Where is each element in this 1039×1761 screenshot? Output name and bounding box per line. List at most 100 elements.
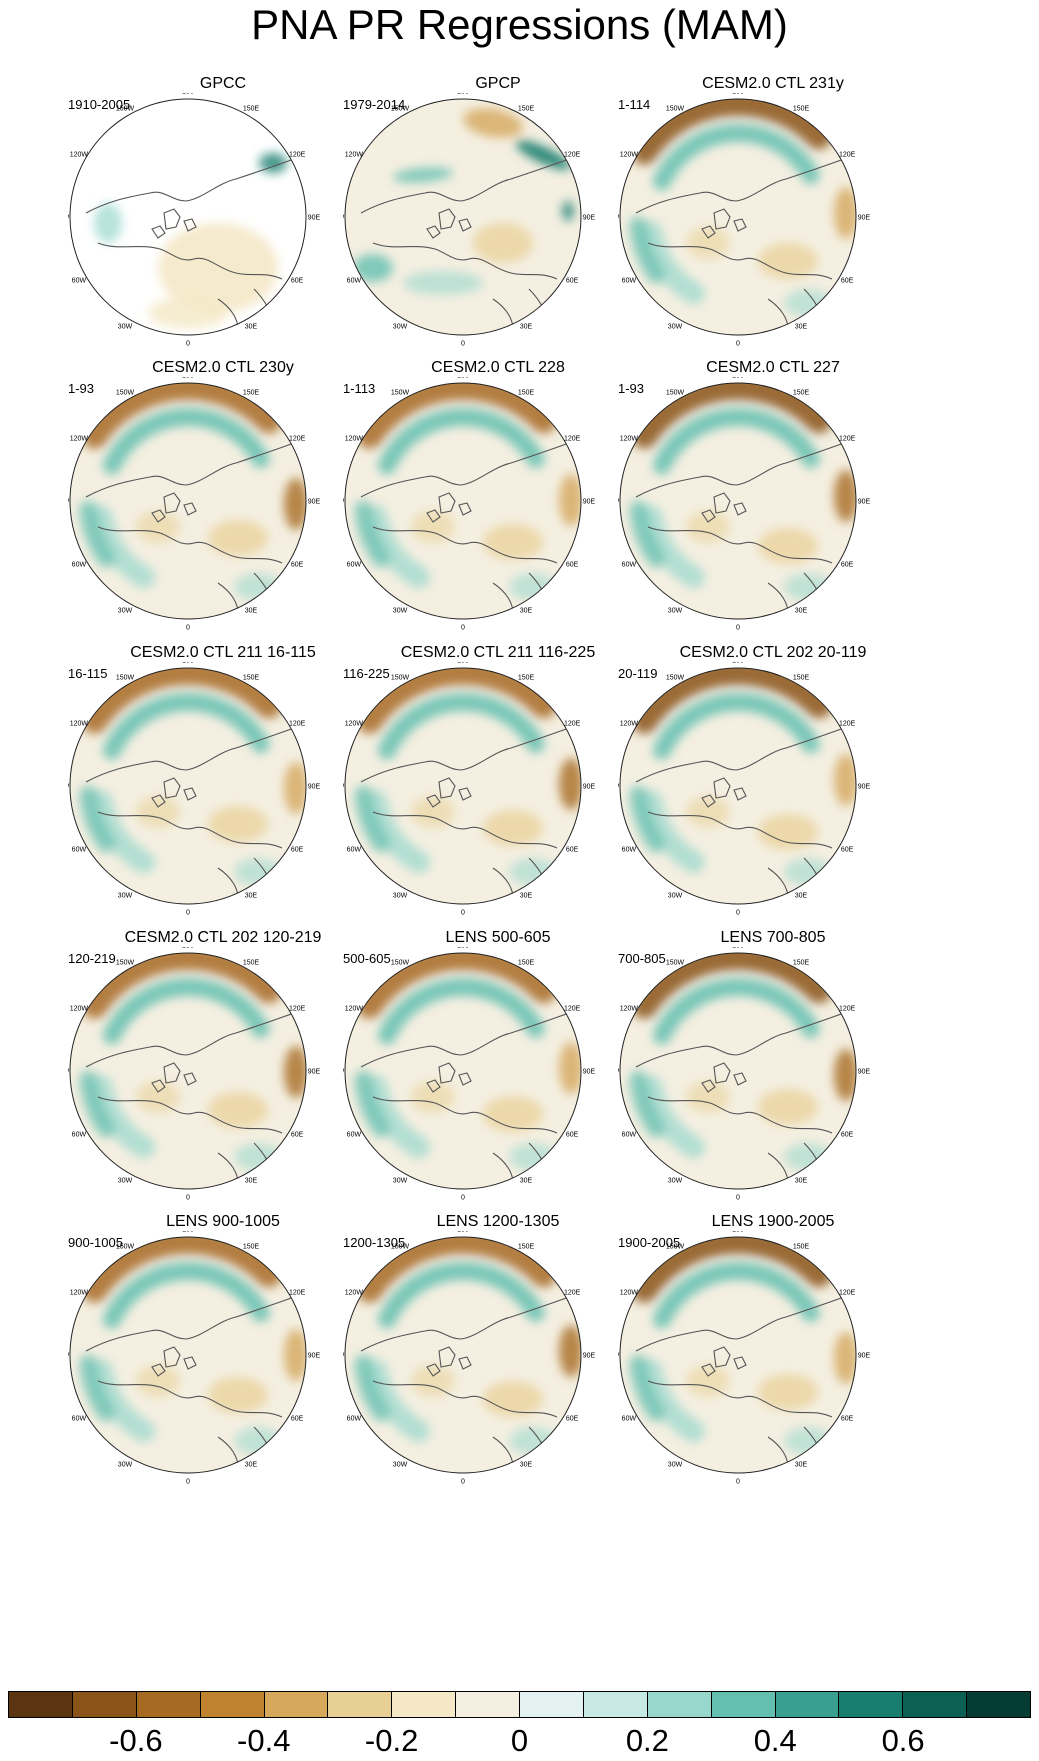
- coastline-archipelago: [151, 1062, 197, 1093]
- map-panel: LENS 1200-1305 1200-1305 180 150E 120E 90E 60E…: [343, 1213, 653, 1523]
- coastline-archipelago: [426, 1062, 472, 1093]
- longitude-label: 120E: [564, 721, 581, 728]
- precip-field: [629, 1237, 856, 1455]
- longitude-label: 180: [732, 1231, 744, 1234]
- anomaly-positive-band: [354, 500, 391, 568]
- panel-title: LENS 1900-2005: [711, 1213, 835, 1230]
- coastline-arctic: [372, 526, 558, 564]
- panel-title: CESM2.0 CTL 228: [431, 359, 565, 376]
- map-panel: CESM2.0 CTL 227 1-93 180 150E 120E 90E 60E 30E 0…: [618, 359, 928, 669]
- longitude-label: 90W: [343, 1069, 345, 1076]
- coastline-north-america-asia: [85, 158, 295, 214]
- longitude-label: 30W: [668, 1178, 683, 1185]
- precip-field: [94, 153, 287, 329]
- coastline-north-america-asia: [360, 1012, 570, 1068]
- longitude-label: 120E: [839, 436, 856, 443]
- anomaly-negative-band: [81, 668, 282, 734]
- anomaly-negative-region: [834, 470, 856, 522]
- anomaly-negative-region: [136, 796, 180, 828]
- anomaly-negative-region: [483, 1096, 543, 1132]
- longitude-label: 30W: [668, 1462, 683, 1469]
- longitude-label: 30E: [245, 1462, 258, 1469]
- coastline-north-america-asia: [360, 158, 570, 214]
- longitude-label: 30W: [668, 324, 683, 331]
- anomaly-positive-region: [158, 223, 278, 313]
- longitude-label: 0: [461, 341, 465, 348]
- longitude-label: 120W: [70, 1290, 89, 1297]
- longitude-label: 60E: [291, 562, 304, 569]
- longitude-label: 90W: [618, 1353, 620, 1360]
- longitude-label: 90W: [68, 1353, 70, 1360]
- polar-map: 180 150E 120E 90E 60E 30E 0 30W 60W 90W 120W 150W: [343, 662, 596, 917]
- longitude-label: 120W: [345, 436, 364, 443]
- polar-map: 180 150E 120E 90E 60E 30E 0 30W 60W 90W 120W 150W: [68, 1231, 321, 1486]
- longitude-label: 90W: [343, 784, 345, 791]
- anomaly-positive-region: [393, 167, 453, 183]
- longitude-label: 150W: [116, 959, 135, 966]
- polar-map: 180 150E 120E 90E 60E 30E 0 30W 60W 90W 120W 150W: [68, 377, 321, 632]
- polar-map: 180 150E 120E 90E 60E 30E 0 30W 60W 90W 120W 150W: [618, 1231, 871, 1486]
- longitude-label: 60W: [347, 278, 362, 285]
- longitude-label: 0: [736, 341, 740, 348]
- polar-map: 180 150E 120E 90E 60E 30E 0 30W 60W 90W 120W 150W: [618, 947, 871, 1202]
- longitude-label: 60W: [347, 1416, 362, 1423]
- coastline-arctic: [647, 526, 833, 564]
- precip-field: [79, 383, 306, 601]
- anomaly-positive-band: [365, 1359, 430, 1443]
- longitude-label: 120E: [564, 152, 581, 159]
- map-panel: GPCC 1910-2005 180 150E 120E 90E 60E 30E 0 30W 60W…: [68, 75, 378, 385]
- anomaly-negative-region: [136, 511, 180, 543]
- longitude-label: 30E: [520, 1462, 533, 1469]
- longitude-label: 120W: [620, 1290, 639, 1297]
- anomaly-positive-band: [102, 1262, 270, 1329]
- longitude-label: 90W: [68, 784, 70, 791]
- longitude-label: 60E: [291, 1132, 304, 1139]
- longitude-label: 90E: [858, 499, 871, 506]
- longitude-label: 90W: [618, 215, 620, 222]
- longitude-label: 180: [457, 1231, 469, 1234]
- longitude-label: 150E: [793, 1243, 810, 1250]
- longitude-label: 30W: [393, 893, 408, 900]
- longitude-label: 0: [186, 341, 190, 348]
- anomaly-negative-region: [834, 1049, 856, 1101]
- anomaly-negative-region: [559, 474, 581, 526]
- coastline-archipelago: [701, 777, 747, 808]
- longitude-label: 0: [461, 1479, 465, 1486]
- anomaly-negative-region: [148, 297, 228, 329]
- anomaly-positive-band: [652, 693, 820, 760]
- longitude-label: 120W: [620, 152, 639, 159]
- anomaly-positive-band: [354, 785, 391, 853]
- longitude-label: 150E: [518, 105, 535, 112]
- precip-field: [354, 383, 581, 601]
- longitude-label: 60E: [566, 1132, 579, 1139]
- longitude-label: 150E: [793, 389, 810, 396]
- longitude-label: 30E: [795, 1178, 808, 1185]
- map-border: [344, 667, 582, 905]
- colorbar-tick-label: -0.6: [109, 1723, 163, 1758]
- colorbar-swatch: [72, 1692, 137, 1717]
- coastline-arctic: [647, 1380, 833, 1418]
- anomaly-negative-region: [559, 758, 581, 810]
- anomaly-negative-region: [686, 796, 730, 828]
- longitude-label: 90E: [858, 1353, 871, 1360]
- precip-field: [629, 668, 856, 886]
- anomaly-negative-region: [686, 1365, 730, 1397]
- longitude-label: 30W: [393, 324, 408, 331]
- longitude-label: 150W: [391, 959, 410, 966]
- anomaly-negative-band: [356, 668, 557, 734]
- panel-title: CESM2.0 CTL 211 16-115: [130, 644, 316, 661]
- colorbar-swatch: [967, 1692, 1030, 1717]
- colorbar-swatch: [392, 1692, 457, 1717]
- map-panel: LENS 500-605 500-605 180 150E 120E 90E 60E 30E 0…: [343, 929, 653, 1239]
- longitude-label: 0: [736, 1195, 740, 1202]
- coastline-north-america-asia: [635, 158, 845, 214]
- anomaly-positive-band: [365, 505, 430, 589]
- longitude-label: 120E: [839, 1006, 856, 1013]
- longitude-label: 90E: [583, 499, 596, 506]
- anomaly-negative-region: [483, 1381, 543, 1417]
- panel-title: CESM2.0 CTL 230y: [152, 359, 294, 376]
- anomaly-positive-band: [629, 1070, 666, 1138]
- polar-map: 180 150E 120E 90E 60E 30E 0 30W 60W 90W 120W 150W: [343, 377, 596, 632]
- longitude-label: 120E: [289, 721, 306, 728]
- longitude-label: 30W: [118, 1178, 133, 1185]
